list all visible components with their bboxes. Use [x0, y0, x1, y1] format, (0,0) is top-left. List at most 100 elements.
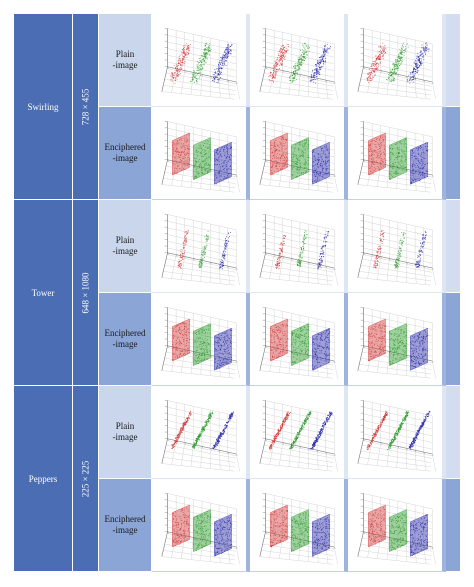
axes-frame — [161, 307, 240, 379]
histogram-plot-cell — [152, 386, 250, 479]
axes-frame — [259, 400, 338, 472]
histogram-plot-cell — [152, 200, 250, 293]
red-channel-scatter — [170, 43, 191, 84]
green-channel-scatter — [389, 509, 408, 552]
green-channel-scatter — [191, 411, 214, 449]
histogram-plot-cell — [250, 107, 348, 200]
variant-label-cell: Enciphered -image — [99, 293, 152, 386]
green-channel-scatter — [193, 509, 212, 552]
histogram-plot-cell — [348, 14, 446, 107]
red-channel-scatter — [177, 230, 189, 269]
axes-frame — [259, 214, 338, 286]
histogram-3d-plot — [259, 214, 338, 286]
red-channel-scatter — [172, 318, 191, 362]
histogram-3d-plot — [161, 307, 240, 379]
blue-channel-scatter — [310, 411, 333, 450]
red-channel-scatter — [270, 504, 288, 548]
histogram-3d-plot — [259, 28, 338, 100]
histogram-plot-cell — [348, 386, 446, 479]
blue-channel-scatter — [312, 141, 330, 185]
green-channel-scatter — [386, 42, 409, 82]
blue-channel-scatter — [214, 513, 233, 557]
axes-frame — [357, 307, 436, 379]
image-name-cell: Swirling — [14, 14, 73, 200]
axes-frame — [259, 28, 338, 100]
green-channel-scatter — [389, 137, 408, 180]
histogram-plot-cell — [250, 479, 348, 572]
histogram-plot-cell — [152, 293, 250, 386]
blue-channel-scatter — [212, 43, 233, 84]
red-channel-scatter — [368, 132, 387, 176]
red-channel-scatter — [368, 318, 387, 362]
image-size-label: 225 × 225 — [80, 460, 91, 497]
green-channel-scatter — [291, 323, 310, 366]
image-size-cell: 728 × 455 — [73, 14, 99, 200]
histogram-3d-plot — [357, 214, 436, 286]
variant-label: Enciphered -image — [104, 514, 146, 535]
variant-label-cell: Plain -image — [99, 386, 152, 479]
red-channel-scatter — [172, 504, 191, 548]
right-edge-strip — [446, 293, 460, 386]
green-channel-scatter — [387, 410, 410, 451]
green-channel-scatter — [198, 230, 209, 268]
green-channel-scatter — [296, 229, 308, 268]
variant-label: Plain -image — [112, 235, 138, 256]
red-channel-scatter — [270, 318, 289, 362]
histogram-plot-cell — [348, 200, 446, 293]
right-edge-strip — [446, 200, 460, 293]
histogram-3d-plot — [357, 493, 436, 565]
blue-channel-scatter — [219, 231, 231, 270]
variant-label: Enciphered -image — [104, 142, 146, 163]
green-channel-scatter — [193, 323, 212, 366]
blue-channel-scatter — [317, 231, 330, 270]
histogram-plot-cell — [152, 14, 250, 107]
axes-frame — [259, 307, 338, 379]
green-channel-scatter — [190, 42, 212, 84]
right-edge-strip — [446, 107, 460, 200]
histogram-plot-cell — [348, 293, 446, 386]
axes-frame — [161, 214, 240, 286]
red-channel-scatter — [275, 235, 286, 269]
green-channel-scatter — [394, 232, 406, 269]
variant-label-cell: Plain -image — [99, 14, 152, 107]
red-channel-scatter — [172, 132, 191, 176]
variant-label-cell: Plain -image — [99, 200, 152, 293]
blue-channel-scatter — [214, 141, 233, 185]
histogram-plot-cell — [348, 107, 446, 200]
histogram-plot-cell — [152, 107, 250, 200]
histogram-3d-plot — [259, 121, 338, 193]
histogram-3d-plot — [259, 400, 338, 472]
variant-label-cell: Enciphered -image — [99, 107, 152, 200]
variant-label: Enciphered -image — [104, 328, 146, 349]
green-channel-scatter — [291, 509, 310, 552]
image-name-label: Tower — [31, 287, 55, 298]
histogram-plot-cell — [348, 479, 446, 572]
red-channel-scatter — [368, 504, 387, 548]
blue-channel-scatter — [410, 141, 429, 185]
histogram-3d-plot — [259, 493, 338, 565]
histogram-3d-plot — [357, 28, 436, 100]
right-edge-strip — [446, 479, 460, 572]
blue-channel-scatter — [212, 411, 234, 450]
image-size-cell: 225 × 225 — [73, 386, 99, 572]
histogram-3d-plot — [259, 307, 338, 379]
green-channel-scatter — [389, 323, 408, 366]
right-edge-strip — [446, 14, 460, 107]
image-size-label: 648 × 1080 — [80, 271, 91, 314]
histogram-3d-plot — [357, 307, 436, 379]
axes-frame — [161, 400, 240, 472]
histogram-3d-plot — [161, 493, 240, 565]
axes-frame — [161, 28, 240, 100]
histogram-3d-plot — [357, 400, 436, 472]
green-channel-scatter — [289, 42, 310, 83]
image-name-label: Peppers — [28, 473, 58, 484]
histogram-plot-cell — [152, 479, 250, 572]
right-edge-strip — [446, 386, 460, 479]
red-channel-scatter — [268, 44, 289, 83]
histogram-3d-plot — [161, 121, 240, 193]
axes-frame — [259, 493, 338, 565]
blue-channel-scatter — [309, 43, 332, 84]
axes-frame — [357, 214, 436, 286]
image-name-cell: Peppers — [14, 386, 73, 572]
green-channel-scatter — [291, 137, 310, 180]
